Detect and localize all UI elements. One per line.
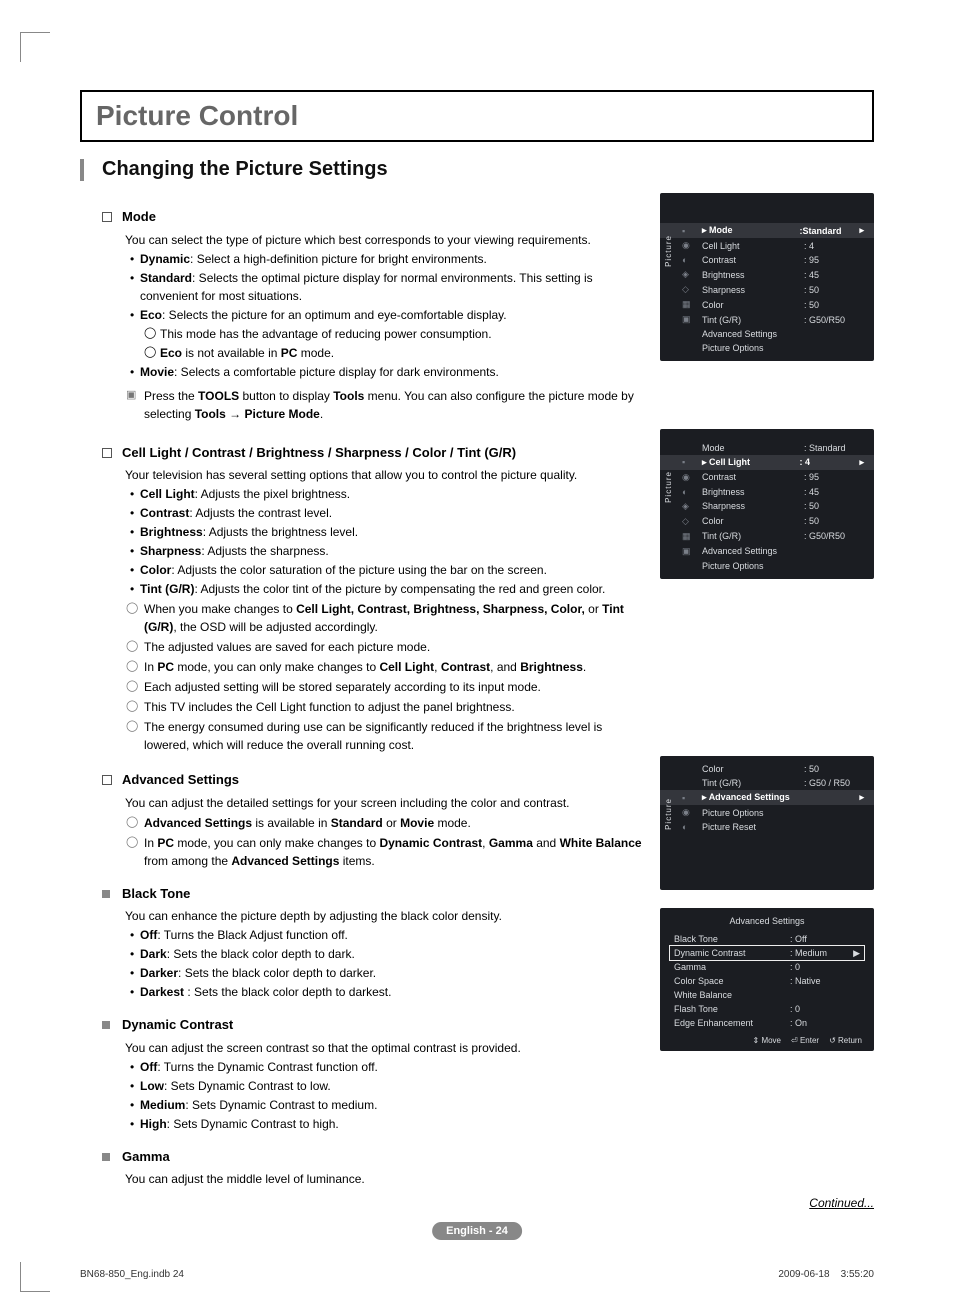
page-badge: English - 24 xyxy=(432,1222,522,1240)
mode-intro: You can select the type of picture which… xyxy=(125,231,625,249)
blacktone-item-0: •Off: Turns the Black Adjust function of… xyxy=(130,926,642,944)
dyncon-item-2: •Medium: Sets Dynamic Contrast to medium… xyxy=(130,1096,642,1114)
cell-item-1: •Contrast: Adjusts the contrast level. xyxy=(130,504,642,522)
adv-note-1: ◯ Advanced Settings is available in Stan… xyxy=(126,814,642,832)
osd-row: ◐Contrast: 95 xyxy=(660,253,874,267)
heading-advanced: Advanced Settings xyxy=(102,770,642,790)
footer: BN68-850_Eng.indb 24 2009-06-18 3:55:20 xyxy=(80,1269,874,1280)
adv-intro: You can adjust the detailed settings for… xyxy=(125,794,625,812)
dyncon-item-0: •Off: Turns the Dynamic Contrast functio… xyxy=(130,1058,642,1076)
osd-row: Tint (G/R): G50 / R50 xyxy=(660,776,874,790)
heading-cell: Cell Light / Contrast / Brightness / Sha… xyxy=(102,443,642,463)
main-title-box: Picture Control xyxy=(80,90,874,142)
cell-note-6: ◯ The energy consumed during use can be … xyxy=(126,718,642,754)
mode-eco-note1: ◯ This mode has the advantage of reducin… xyxy=(144,325,642,343)
dyncon-item-3: •High: Sets Dynamic Contrast to high. xyxy=(130,1115,642,1133)
osd-row: ▦Tint (G/R): G50/R50 xyxy=(660,529,874,544)
osd-row: ◉Contrast: 95 xyxy=(660,470,874,485)
cell-note-1: ◯ When you make changes to Cell Light, C… xyxy=(126,600,642,636)
mode-dynamic: • Dynamic: Select a high-definition pict… xyxy=(130,250,642,268)
osd-row: ▣Tint (G/R): G50/R50 xyxy=(660,312,874,327)
adv-row: Color Space: Native xyxy=(660,974,874,988)
mode-standard: • Standard: Selects the optimal picture … xyxy=(130,269,642,305)
section-title-row: Changing the Picture Settings xyxy=(80,158,874,181)
osd-row: ▣Advanced Settings xyxy=(660,544,874,559)
adv-row: Dynamic Contrast: Medium▶ xyxy=(670,946,864,960)
osd-row: Picture Options xyxy=(660,341,874,355)
adv-row: Edge Enhancement: On xyxy=(660,1016,874,1030)
adv-row: White Balance xyxy=(660,988,874,1002)
osd-picture-mode: Picture ▪ ▸ Mode :Standard▸ ◉Cell Light:… xyxy=(660,193,874,361)
crop-mark-bl xyxy=(20,1262,50,1292)
osd-row: ◐Picture Reset xyxy=(660,820,874,834)
osd-row: ◈Sharpness: 50 xyxy=(660,499,874,514)
section-bar xyxy=(80,159,84,181)
cell-item-5: •Tint (G/R): Adjusts the color tint of t… xyxy=(130,580,642,598)
osd-footer-item: ↺ Return xyxy=(829,1036,862,1045)
section-title: Changing the Picture Settings xyxy=(102,158,388,181)
dyncon-item-1: •Low: Sets Dynamic Contrast to low. xyxy=(130,1077,642,1095)
mode-tools-note: ▣ Press the TOOLS button to display Tool… xyxy=(126,387,642,423)
footer-left: BN68-850_Eng.indb 24 xyxy=(80,1269,184,1280)
osd-row: ◉Picture Options xyxy=(660,805,874,820)
crop-mark-tl xyxy=(20,32,50,62)
heading-gamma: Gamma xyxy=(102,1147,642,1167)
heading-dyncon: Dynamic Contrast xyxy=(102,1015,642,1035)
osd-row: ◈Brightness: 45 xyxy=(660,267,874,282)
osd-advanced-settings-panel: Advanced Settings Black Tone: OffDynamic… xyxy=(660,908,874,1051)
adv-note-2: ◯ In PC mode, you can only make changes … xyxy=(126,834,642,870)
osd-row: ▦Color: 50 xyxy=(660,297,874,312)
blacktone-item-3: •Darkest : Sets the black color depth to… xyxy=(130,983,642,1001)
main-title: Picture Control xyxy=(96,100,858,132)
heading-mode: Mode xyxy=(102,207,642,227)
osd-row: Picture Options xyxy=(660,559,874,573)
osd-footer-item: ⏎ Enter xyxy=(791,1036,819,1045)
mode-eco: • Eco: Selects the picture for an optimu… xyxy=(130,306,642,324)
cell-note-2: ◯ The adjusted values are saved for each… xyxy=(126,638,642,656)
osd-row: ◇Sharpness: 50 xyxy=(660,282,874,297)
blacktone-intro: You can enhance the picture depth by adj… xyxy=(125,907,625,925)
osd-footer-item: ⇕ Move xyxy=(753,1036,782,1045)
mode-movie: • Movie: Selects a comfortable picture d… xyxy=(130,363,642,381)
adv-row: Black Tone: Off xyxy=(660,932,874,946)
mode-eco-note2: ◯ Eco is not available in PC mode. xyxy=(144,344,642,362)
osd-row: Advanced Settings xyxy=(660,327,874,341)
footer-right: 2009-06-18 3:55:20 xyxy=(778,1269,874,1280)
cell-item-2: •Brightness: Adjusts the brightness leve… xyxy=(130,523,642,541)
cell-item-4: •Color: Adjusts the color saturation of … xyxy=(130,561,642,579)
adv-row: Flash Tone: 0 xyxy=(660,1002,874,1016)
osd-row: ◐Brightness: 45 xyxy=(660,485,874,499)
gamma-intro: You can adjust the middle level of lumin… xyxy=(125,1170,625,1188)
cell-item-3: •Sharpness: Adjusts the sharpness. xyxy=(130,542,642,560)
continued-label: Continued... xyxy=(809,1196,874,1210)
cell-note-5: ◯ This TV includes the Cell Light functi… xyxy=(126,698,642,716)
osd-picture-celllight: Picture Mode: Standard ▪ ▸ Cell Light : … xyxy=(660,429,874,579)
cell-note-4: ◯ Each adjusted setting will be stored s… xyxy=(126,678,642,696)
adv-row: Gamma: 0 xyxy=(660,960,874,974)
cell-intro: Your television has several setting opti… xyxy=(125,466,625,484)
osd-row: ◉Cell Light: 4 xyxy=(660,238,874,253)
osd-picture-advanced: Picture Color: 50Tint (G/R): G50 / R50 ▪… xyxy=(660,756,874,890)
cell-note-3: ◯ In PC mode, you can only make changes … xyxy=(126,658,642,676)
dyncon-intro: You can adjust the screen contrast so th… xyxy=(125,1039,625,1057)
blacktone-item-1: •Dark: Sets the black color depth to dar… xyxy=(130,945,642,963)
osd-row: Color: 50 xyxy=(660,762,874,776)
heading-blacktone: Black Tone xyxy=(102,884,642,904)
cell-item-0: •Cell Light: Adjusts the pixel brightnes… xyxy=(130,485,642,503)
osd-row: ◇Color: 50 xyxy=(660,514,874,529)
blacktone-item-2: •Darker: Sets the black color depth to d… xyxy=(130,964,642,982)
